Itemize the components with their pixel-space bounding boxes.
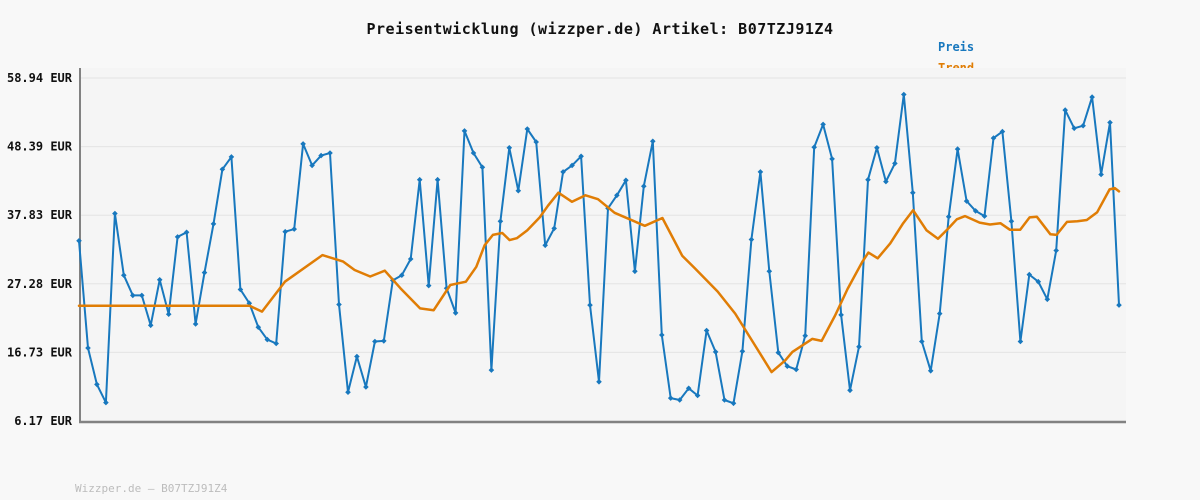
y-axis-tick-label: 6.17 EUR xyxy=(14,414,73,428)
y-axis-tick-label: 48.39 EUR xyxy=(7,140,73,154)
trend-line xyxy=(77,186,1121,374)
footer-watermark: Wizzper.de – B07TZJ91Z4 xyxy=(75,482,228,495)
chart-title: Preisentwicklung (wizzper.de) Artikel: B… xyxy=(366,20,834,38)
y-axis-tick-label: 58.94 EUR xyxy=(7,71,73,85)
y-axis-tick-label: 27.28 EUR xyxy=(7,277,73,291)
plot-area xyxy=(80,68,1126,421)
legend-preis-label: Preis xyxy=(938,40,975,54)
y-axis-tick-label: 37.83 EUR xyxy=(7,208,73,222)
y-axis-tick-label: 16.73 EUR xyxy=(7,345,73,359)
